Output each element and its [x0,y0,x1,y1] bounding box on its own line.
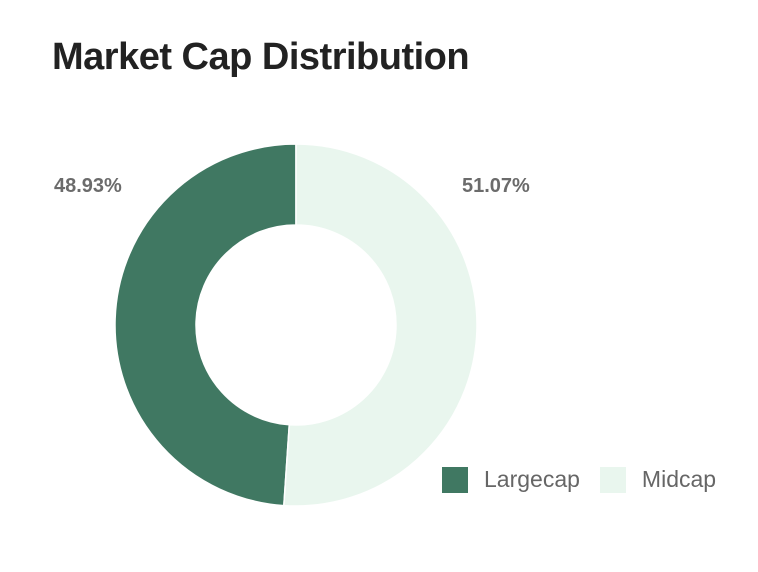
legend-swatch-midcap [599,466,626,493]
donut-slice-midcap[interactable] [283,143,478,507]
donut-slice-largecap[interactable] [114,143,297,507]
chart-title: Market Cap Distribution [52,36,470,78]
slice-label-midcap: 51.07% [462,175,530,197]
chart-legend: Largecap Midcap [442,466,736,493]
legend-item-midcap[interactable]: Midcap [599,466,717,493]
legend-label-midcap: Midcap [641,466,717,492]
legend-label-largecap: Largecap [484,466,580,492]
slice-label-largecap: 48.93% [54,175,122,197]
legend-item-largecap[interactable]: Largecap [442,466,580,493]
legend-swatch-largecap [442,466,468,493]
